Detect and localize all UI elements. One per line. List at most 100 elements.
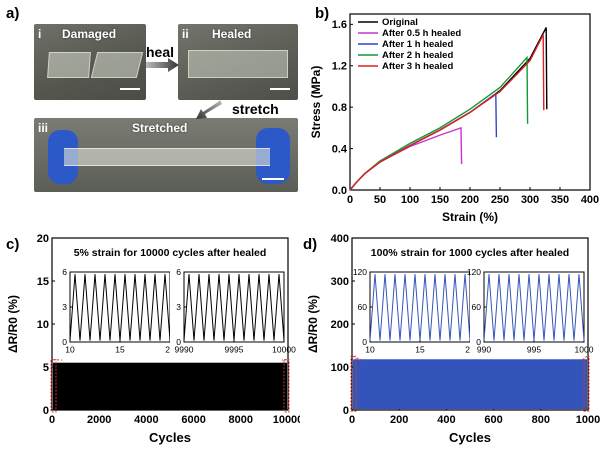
- c-inset0-ytick-label: 3: [62, 302, 67, 312]
- c-inset1-xtick-label: 10000: [272, 345, 296, 355]
- b-xtick-label: 200: [461, 194, 479, 206]
- d-inset-wave-0: [369, 274, 471, 341]
- photo-healed-label: Healed: [212, 27, 252, 41]
- c-inset0-ytick-label: 0: [62, 337, 67, 347]
- d-inset1-ytick-label: 60: [472, 302, 482, 312]
- b-ylabel: Stress (MPa): [309, 66, 323, 139]
- c-callout-end: [283, 359, 290, 413]
- b-xtick-label: 350: [551, 194, 569, 206]
- c-xtick-label: 10000: [273, 414, 300, 426]
- photo-stretched: [34, 118, 298, 192]
- scale-bar-iii: [262, 178, 284, 180]
- d-ytick-label: 400: [331, 233, 349, 245]
- c-ylabel: ΔR/R0 (%): [6, 295, 20, 353]
- c-title: 5% strain for 10000 cycles after healed: [74, 247, 267, 259]
- photo-damaged: [34, 24, 146, 100]
- panel-a-label: a): [6, 5, 20, 22]
- c-xtick-label: 6000: [181, 414, 205, 426]
- d-connector-end: [581, 355, 588, 361]
- c-inset0-xtick-label: 10: [65, 345, 75, 355]
- c-inset0-ytick-label: 6: [62, 267, 67, 277]
- stress-strain-chart: 0 50 100 150 200 250 300 350 400 0.0 0.4 0.8 1.2 1.6 S…: [309, 13, 599, 224]
- c-ytick-label: 15: [37, 276, 49, 288]
- stretch-arrow-label: stretch: [232, 101, 279, 117]
- d-inset1-ytick-label: 120: [467, 267, 481, 277]
- b-xtick-label: 100: [401, 194, 419, 206]
- d-inset0-xtick-label: 10: [365, 345, 375, 355]
- damaged-film-piece-right: [90, 52, 144, 78]
- b-xlabel: Strain (%): [442, 210, 498, 224]
- d-inset0-ytick-label: 120: [353, 267, 367, 277]
- d-inset1-ytick-label: 0: [476, 337, 481, 347]
- b-xtick-label: 150: [431, 194, 449, 206]
- d-inset1-xtick-label: 990: [477, 345, 491, 355]
- b-legend-label-1: After 0.5 h healed: [382, 28, 461, 39]
- scale-bar-i: [120, 88, 140, 90]
- d-ytick-label: 300: [331, 276, 349, 288]
- d-inset0-xtick-label: 15: [415, 345, 425, 355]
- photo-stretched-label: Stretched: [132, 121, 188, 135]
- heal-arrow-label: heal: [146, 44, 175, 60]
- d-inset1-xtick-label: 1000: [575, 345, 594, 355]
- healed-film: [188, 50, 288, 78]
- d-title: 100% strain for 1000 cycles after healed: [371, 247, 569, 259]
- d-xtick-label: 600: [484, 414, 502, 426]
- b-ytick-label: 1.6: [332, 19, 347, 31]
- c-callout-start: [50, 359, 57, 413]
- c-inset-wave-1: [183, 274, 285, 341]
- c-xtick-label: 2000: [87, 414, 111, 426]
- c-xlabel: Cycles: [149, 430, 191, 445]
- photo-damaged-label: Damaged: [62, 27, 117, 41]
- d-xlabel: Cycles: [449, 430, 491, 445]
- b-ytick-label: 0.8: [332, 102, 347, 114]
- d-inset-wave-1: [483, 274, 585, 341]
- stretch-arrow-icon: [196, 100, 222, 119]
- b-legend-label-0: Original: [382, 17, 418, 28]
- b-ytick-label: 1.2: [332, 61, 347, 73]
- c-xtick-label: 8000: [229, 414, 253, 426]
- photo-ii-roman: ii: [182, 27, 189, 41]
- d-inset0-ytick-label: 60: [358, 302, 368, 312]
- heal-arrow-icon: [146, 58, 179, 72]
- photo-iii-roman: iii: [38, 121, 49, 135]
- b-ytick-label: 0.4: [332, 143, 348, 155]
- photo-i-roman: i: [38, 27, 42, 41]
- c-inset-wave-0: [69, 274, 171, 341]
- cycling-5pct-chart: 0 2000 4000 6000 8000 10000 0 5 10 15 20 Cycles ΔR/R…: [6, 233, 300, 445]
- cycling-100pct-chart: 0 200 400 600 800 10000100200300400CyclesΔR/R…: [306, 233, 600, 445]
- scale-bar-ii: [270, 88, 290, 90]
- d-inset1-xtick-label: 995: [527, 345, 541, 355]
- c-inset1-ytick-label: 6: [176, 267, 181, 277]
- panel-c-label: c): [6, 236, 20, 253]
- c-inset1-xtick-label: 9990: [175, 345, 194, 355]
- c-inset1-ytick-label: 0: [176, 337, 181, 347]
- d-callout-end: [583, 355, 590, 412]
- c-ytick-label: 5: [43, 362, 49, 374]
- d-connector-start: [352, 355, 363, 361]
- b-legend-label-3: After 2 h healed: [382, 50, 453, 61]
- b-series-line-1: [349, 126, 463, 191]
- d-xtick-label: 1000: [576, 414, 600, 426]
- b-xtick-label: 50: [374, 194, 386, 206]
- d-xtick-label: 800: [532, 414, 550, 426]
- d-ytick-label: 100: [331, 362, 349, 374]
- c-ytick-label: 0: [43, 405, 49, 417]
- c-inset1-xtick-label: 9995: [225, 345, 244, 355]
- d-ytick-label: 200: [331, 319, 349, 331]
- panel-b-label: b): [315, 5, 330, 22]
- d-cycling-band: [353, 359, 587, 410]
- c-ytick-label: 10: [37, 319, 49, 331]
- c-inset0-xtick-label: 15: [115, 345, 125, 355]
- c-xtick-label: 0: [49, 414, 55, 426]
- c-cycling-band: [53, 362, 287, 410]
- b-series-line-4: [349, 34, 545, 191]
- d-ytick-label: 0: [343, 405, 349, 417]
- b-ytick-label: 0.0: [332, 185, 347, 197]
- b-xtick-label: 250: [491, 194, 509, 206]
- d-inset0-ytick-label: 0: [362, 337, 367, 347]
- stretched-film: [64, 148, 270, 166]
- b-legend-label-2: After 1 h healed: [382, 39, 453, 50]
- b-xtick-label: 400: [581, 194, 599, 206]
- b-series-line-3: [349, 55, 529, 191]
- d-callout-start: [350, 355, 357, 412]
